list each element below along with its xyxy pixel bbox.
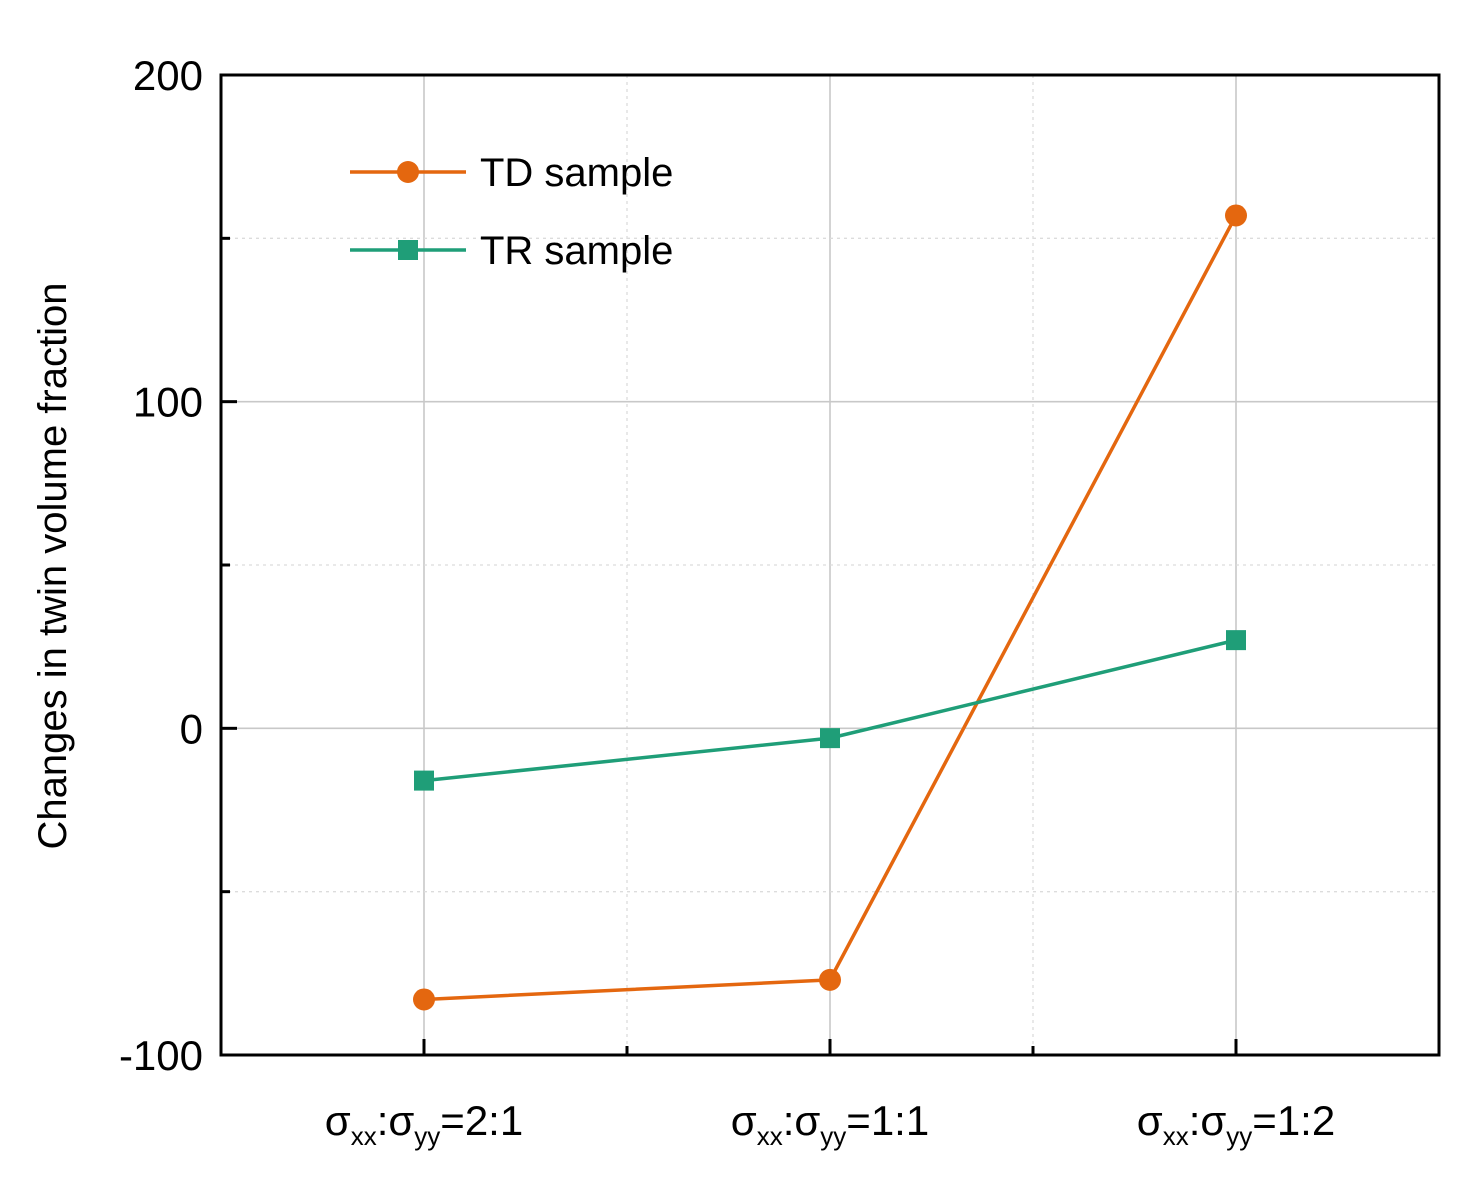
x-category-label: σxx:σyy=1:1	[731, 1097, 929, 1151]
tr-sample-legend-label: TR sample	[480, 229, 673, 273]
axis-ticks	[221, 73, 1238, 1057]
td-sample-point	[1225, 204, 1247, 227]
td-sample-legend-label: TD sample	[480, 151, 673, 195]
y-tick-label: -100	[119, 1032, 203, 1079]
tr-sample-point	[820, 728, 840, 749]
y-tick-label: 200	[133, 52, 203, 99]
y-tick-labels: -100 0 100 200	[119, 52, 203, 1079]
x-category-labels: σxx:σyy=2:1 σxx:σyy=1:1 σxx:σyy=1:2	[325, 1097, 1335, 1151]
td-sample-legend-marker	[397, 161, 419, 183]
y-tick-label: 0	[180, 705, 203, 752]
tr-sample-point	[414, 770, 434, 791]
tr-sample-legend-marker	[398, 240, 418, 260]
x-category-label: σxx:σyy=2:1	[325, 1097, 523, 1151]
y-tick-label: 100	[133, 379, 203, 426]
legend: TD sample TR sample	[350, 151, 673, 273]
tr-sample-point	[1226, 630, 1246, 651]
x-category-label: σxx:σyy=1:2	[1137, 1097, 1335, 1151]
grid	[221, 75, 1439, 1055]
y-axis-title: Changes in twin volume fraction	[31, 283, 75, 850]
td-sample-point	[819, 968, 841, 991]
td-sample-point	[413, 988, 435, 1011]
series-layer	[413, 204, 1247, 1011]
